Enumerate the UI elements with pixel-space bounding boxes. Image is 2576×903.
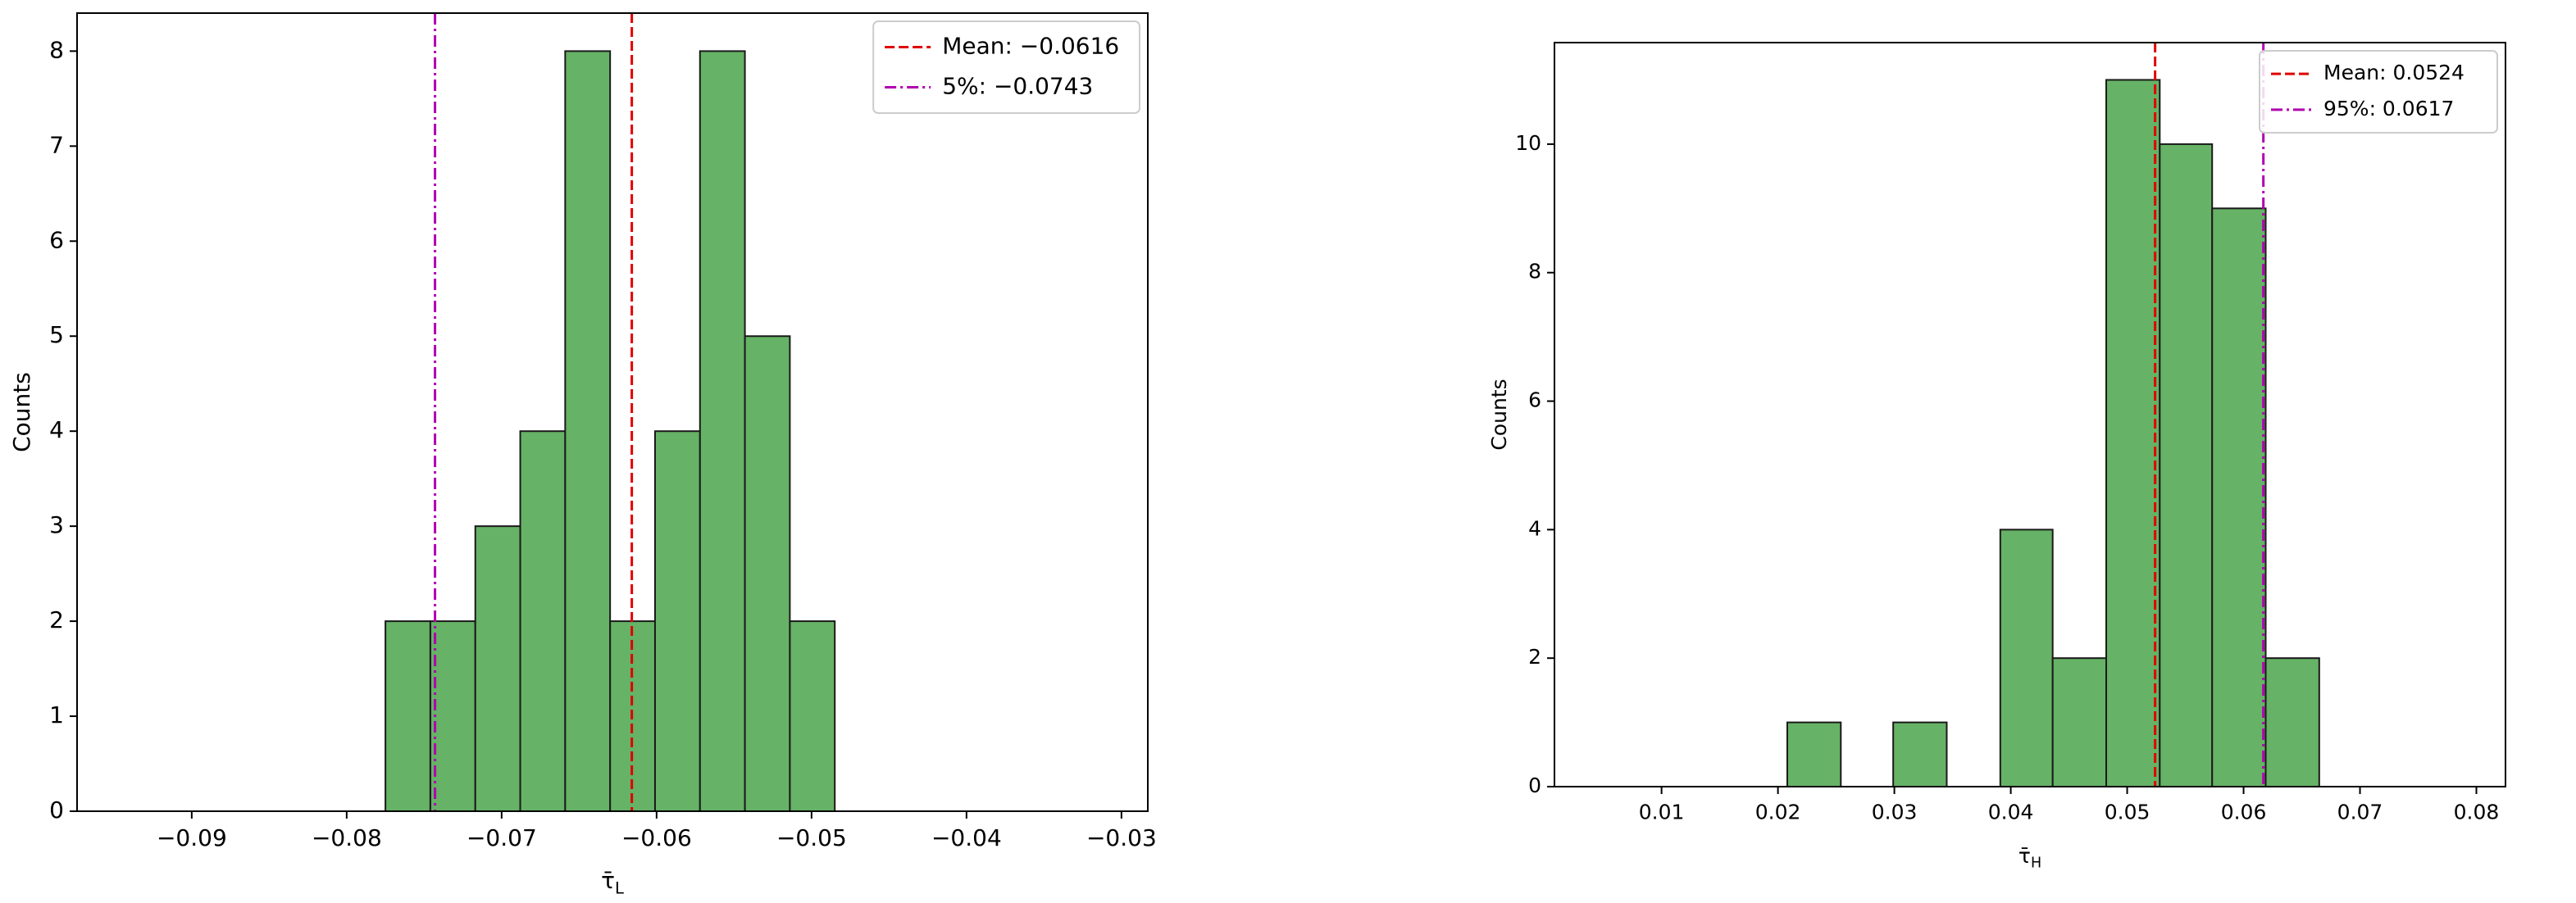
x-tick-label: 0.06 <box>2221 801 2267 824</box>
bar <box>744 335 791 812</box>
axes-frame <box>76 12 1149 812</box>
y-axis-label: Counts <box>8 372 35 452</box>
x-tick-label: 0.04 <box>1988 801 2034 824</box>
bar <box>2105 79 2161 788</box>
bar <box>2264 657 2320 788</box>
legend-label: 95%: 0.0617 <box>2323 97 2454 120</box>
bar <box>385 620 431 812</box>
x-tick-label: 0.07 <box>2337 801 2383 824</box>
x-tick-label: −0.07 <box>467 824 537 851</box>
legend-box <box>2259 50 2498 134</box>
y-tick-label: 10 <box>1515 131 1541 155</box>
bar <box>1892 721 1948 787</box>
x-tick-label: 0.01 <box>1639 801 1685 824</box>
bar <box>1786 721 1842 787</box>
y-tick-label: 5 <box>49 321 64 348</box>
x-label-subscript: L <box>615 878 624 897</box>
bar <box>564 50 612 812</box>
x-tick-label: −0.05 <box>776 824 847 851</box>
y-tick-label: 2 <box>1528 645 1541 669</box>
legend-label: Mean: −0.0616 <box>942 33 1119 60</box>
x-tick-label: 0.05 <box>2105 801 2150 824</box>
x-axis-label: τ̄H <box>2018 844 2041 872</box>
legend-box <box>872 20 1140 114</box>
x-label-symbol: τ̄ <box>2018 844 2031 868</box>
bar <box>699 50 746 812</box>
y-tick-label: 3 <box>49 511 64 538</box>
x-label-subscript: H <box>2031 855 2041 872</box>
axes-frame <box>1554 42 2506 787</box>
y-tick-label: 7 <box>49 131 64 158</box>
bar <box>2211 207 2267 787</box>
legend-label: Mean: 0.0524 <box>2323 61 2464 84</box>
x-axis-label: τ̄L <box>601 867 624 897</box>
y-tick-label: 1 <box>49 701 64 728</box>
legend-label: 5%: −0.0743 <box>942 73 1093 100</box>
bar <box>789 620 836 812</box>
y-tick-label: 6 <box>49 226 64 253</box>
bar <box>1999 529 2054 787</box>
x-tick-label: −0.08 <box>312 824 382 851</box>
x-tick-label: −0.03 <box>1086 824 1157 851</box>
y-tick-label: 0 <box>1528 774 1541 797</box>
y-axis-label: Counts <box>1487 379 1511 450</box>
y-tick-label: 8 <box>1528 260 1541 284</box>
x-tick-label: 0.03 <box>1872 801 1918 824</box>
x-label-symbol: τ̄ <box>601 867 615 894</box>
y-tick-label: 6 <box>1528 388 1541 412</box>
bar <box>429 620 476 812</box>
bar <box>2051 657 2107 788</box>
y-tick-label: 2 <box>49 606 64 633</box>
x-tick-label: 0.08 <box>2454 801 2500 824</box>
x-tick-label: 0.02 <box>1755 801 1801 824</box>
bar <box>474 525 521 813</box>
y-tick-label: 0 <box>49 796 64 824</box>
x-tick-label: −0.06 <box>621 824 692 851</box>
y-tick-label: 4 <box>1528 516 1541 540</box>
y-tick-label: 4 <box>49 416 64 443</box>
y-tick-label: 8 <box>49 36 64 63</box>
bar <box>2159 143 2214 787</box>
x-tick-label: −0.04 <box>931 824 1002 851</box>
bar <box>519 430 567 812</box>
bar <box>653 430 701 812</box>
x-tick-label: −0.09 <box>157 824 227 851</box>
